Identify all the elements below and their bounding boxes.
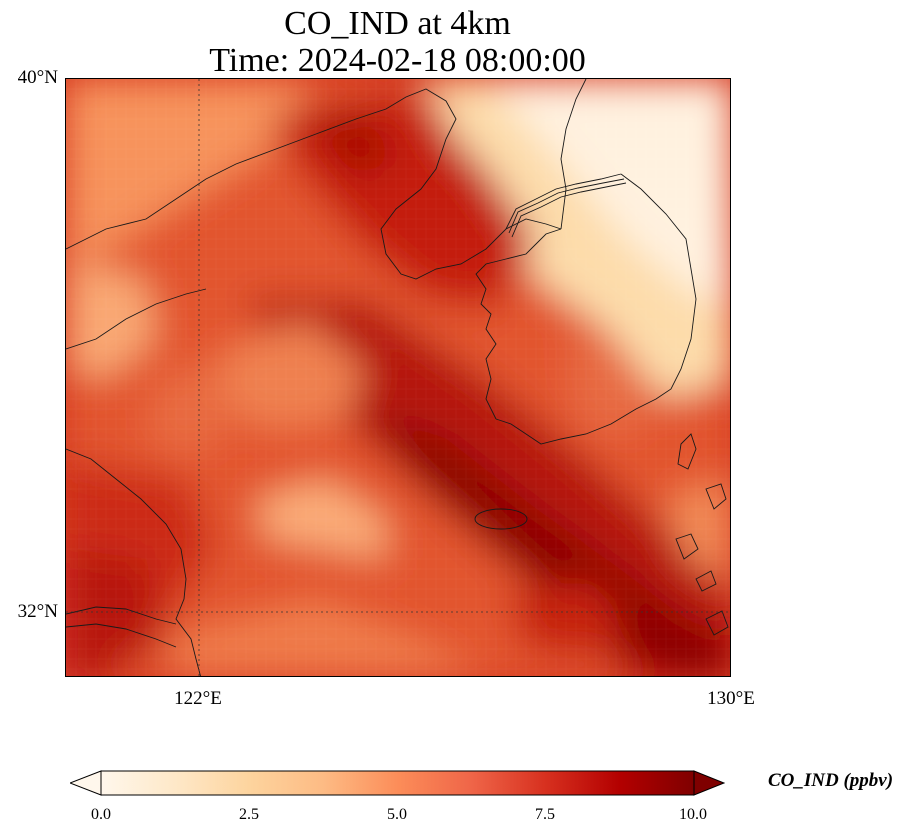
colorbar-label: CO_IND (ppbv) xyxy=(768,770,893,792)
lat-label-40n: 40°N xyxy=(8,67,58,89)
colorbar-tick-2-5: 2.5 xyxy=(224,806,274,824)
colorbar-min-extend xyxy=(70,771,101,795)
colorbar-tick-7-5: 7.5 xyxy=(520,806,570,824)
colorbar-max-extend xyxy=(694,771,724,795)
map-panel xyxy=(65,78,731,677)
colorbar-tick-10: 10.0 xyxy=(668,806,718,824)
lon-label-122e: 122°E xyxy=(158,688,238,710)
lat-label-32n: 32°N xyxy=(8,601,58,623)
lon-label-130e: 130°E xyxy=(691,688,771,710)
colorbar-tick-5: 5.0 xyxy=(372,806,422,824)
concentration-map xyxy=(66,79,731,677)
colorbar-gradient xyxy=(101,771,694,795)
colorbar-tick-0: 0.0 xyxy=(76,806,126,824)
colorbar xyxy=(70,770,725,796)
map-title-line1: CO_IND at 4km xyxy=(0,5,795,43)
map-title-line2: Time: 2024-02-18 08:00:00 xyxy=(0,42,795,80)
